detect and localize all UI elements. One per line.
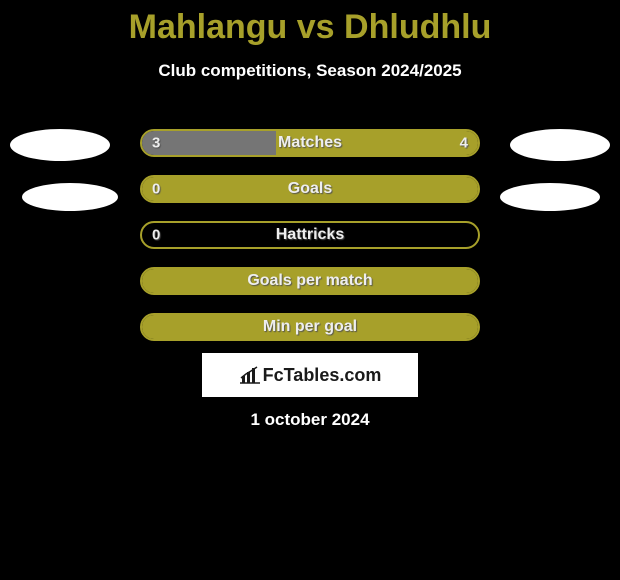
logo-text: FcTables.com <box>263 365 382 386</box>
stat-label: Goals per match <box>142 272 478 290</box>
stat-bar-goals: Goals0 <box>140 175 480 203</box>
stat-bar-hattricks: Hattricks0 <box>140 221 480 249</box>
player1-photo-placeholder-mid <box>22 183 118 211</box>
stat-label: Matches <box>142 134 478 152</box>
stat-value-left: 3 <box>152 135 160 152</box>
player2-name: Dhludhlu <box>344 8 491 46</box>
player1-name: Mahlangu <box>129 8 288 46</box>
subtitle: Club competitions, Season 2024/2025 <box>0 61 620 81</box>
logo-box: FcTables.com <box>202 353 418 397</box>
player2-photo-placeholder-mid <box>500 183 600 211</box>
title-vs: vs <box>287 8 344 46</box>
stat-value-left: 0 <box>152 181 160 198</box>
player2-photo-placeholder-top <box>510 129 610 161</box>
comparison-chart: Matches34Goals0Hattricks0Goals per match… <box>0 111 620 361</box>
stat-bar-min-per-goal: Min per goal <box>140 313 480 341</box>
player1-photo-placeholder-top <box>10 129 110 161</box>
stat-bar-matches: Matches3 4 <box>140 129 480 157</box>
bar-chart-icon <box>239 366 261 384</box>
page-title: Mahlangu vs Dhludhlu <box>0 0 620 47</box>
stat-value-left: 0 <box>152 227 160 244</box>
stat-value-right: 4 <box>460 135 468 152</box>
logo: FcTables.com <box>239 365 382 386</box>
date-label: 1 october 2024 <box>0 410 620 430</box>
stat-label: Min per goal <box>142 318 478 336</box>
stat-bar-goals-per-match: Goals per match <box>140 267 480 295</box>
stat-label: Goals <box>142 180 478 198</box>
stat-label: Hattricks <box>142 226 478 244</box>
